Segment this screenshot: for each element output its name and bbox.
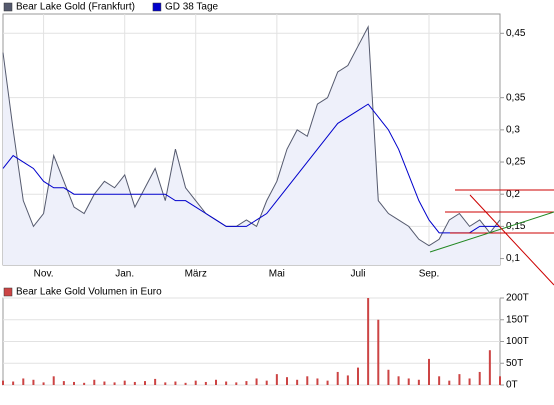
volume-bar xyxy=(428,358,430,385)
volume-bar xyxy=(215,379,217,385)
volume-bar xyxy=(22,378,25,385)
y-tick-label: 50T xyxy=(506,358,523,369)
legend-swatch xyxy=(3,287,13,297)
volume-bar xyxy=(255,378,258,385)
trend-line xyxy=(469,194,554,286)
volume-bar xyxy=(73,381,75,385)
y-tick-label: 150T xyxy=(506,314,529,325)
volume-bar xyxy=(204,381,207,385)
volume-bar xyxy=(488,350,491,385)
legend-label: Bear Lake Gold (Frankfurt) xyxy=(16,2,135,13)
legend-label: Bear Lake Gold Volumen in Euro xyxy=(16,287,162,298)
price-area xyxy=(3,26,500,265)
legend-label: GD 38 Tage xyxy=(165,2,219,13)
x-tick-label: Mai xyxy=(269,269,285,280)
volume-bar xyxy=(184,382,187,385)
x-tick-label: Nov. xyxy=(34,269,54,280)
volume-bar xyxy=(2,380,4,385)
y-tick-label: 0,15 xyxy=(506,221,526,232)
trend-line xyxy=(429,211,554,253)
x-tick-label: Sep. xyxy=(419,269,440,280)
volume-bar xyxy=(397,376,400,385)
volume-bar xyxy=(154,378,157,385)
y-tick-label: 0,3 xyxy=(506,124,520,135)
volume-bar xyxy=(194,380,197,385)
volume-bar xyxy=(346,375,349,385)
volume-bar xyxy=(52,376,55,385)
volume-bar xyxy=(123,380,126,385)
volume-bar xyxy=(225,381,228,385)
volume-bar xyxy=(286,377,288,385)
volume-bar xyxy=(407,378,410,385)
volume-bar xyxy=(62,381,65,385)
legend-swatch xyxy=(3,2,13,12)
trend-lines xyxy=(429,189,554,286)
volume-bar xyxy=(468,378,471,385)
volume-bar xyxy=(265,380,268,385)
y-tick-label: 0,45 xyxy=(506,28,526,39)
y-tick-label: 200T xyxy=(506,293,529,304)
volume-bar xyxy=(113,382,116,385)
volume-bar xyxy=(93,379,96,385)
volume-bar xyxy=(32,379,35,385)
volume-bar xyxy=(387,369,390,385)
volume-bar xyxy=(478,371,481,385)
y-tick-label: 0,2 xyxy=(506,189,520,200)
volume-bar xyxy=(275,374,278,385)
volume-bar xyxy=(306,376,309,385)
y-tick-label: 100T xyxy=(506,336,529,347)
y-tick-label: 0T xyxy=(506,380,518,391)
x-tick-label: Jan. xyxy=(115,269,134,280)
volume-bar xyxy=(417,379,420,385)
volume-bar xyxy=(499,376,501,385)
volume-bar xyxy=(42,382,45,385)
y-tick-label: 0,1 xyxy=(506,253,520,264)
y-tick-label: 0,35 xyxy=(506,92,526,103)
volume-bar xyxy=(103,381,106,385)
volume-bar xyxy=(458,374,461,385)
volume-bar xyxy=(438,376,441,385)
volume-bar xyxy=(448,380,451,385)
volume-bar xyxy=(12,381,15,385)
volume-bar xyxy=(83,382,86,385)
y-tick-label: 0,25 xyxy=(506,157,526,168)
volume-bar xyxy=(367,298,370,385)
volume-bar xyxy=(245,381,248,385)
x-tick-label: Juli xyxy=(350,269,365,280)
legend-swatch xyxy=(152,2,162,12)
volume-bar xyxy=(336,371,339,385)
volume-bar xyxy=(164,382,167,385)
volume-bar xyxy=(133,381,136,385)
volume-bar xyxy=(316,378,319,385)
volume-bar xyxy=(174,381,177,385)
volume-bar xyxy=(326,380,329,385)
volume-bar xyxy=(235,382,238,385)
volume-bar xyxy=(296,379,299,385)
volume-bar xyxy=(377,319,380,385)
volume-bar xyxy=(357,367,359,385)
x-tick-label: März xyxy=(185,269,207,280)
series-line xyxy=(2,103,500,234)
volume-bar xyxy=(144,381,146,385)
